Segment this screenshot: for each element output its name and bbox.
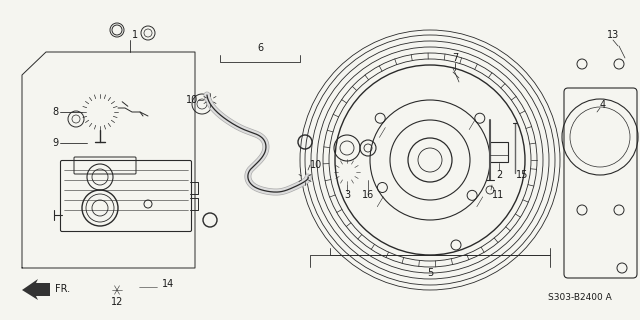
Text: 13: 13 bbox=[607, 30, 619, 40]
Text: 12: 12 bbox=[111, 297, 123, 307]
Polygon shape bbox=[22, 279, 50, 300]
Text: 15: 15 bbox=[516, 170, 529, 180]
Bar bbox=[490, 142, 508, 162]
Text: 16: 16 bbox=[362, 190, 374, 200]
Text: 3: 3 bbox=[344, 190, 350, 200]
Text: 6: 6 bbox=[257, 43, 263, 53]
Text: S303-B2400 A: S303-B2400 A bbox=[548, 293, 612, 302]
Text: 2: 2 bbox=[496, 170, 502, 180]
Text: 11: 11 bbox=[492, 190, 504, 200]
Text: 10: 10 bbox=[310, 160, 323, 170]
Text: 9: 9 bbox=[52, 138, 58, 148]
Text: FR.: FR. bbox=[55, 284, 70, 294]
Text: 5: 5 bbox=[427, 268, 433, 278]
Text: 7: 7 bbox=[452, 53, 458, 63]
Text: 1: 1 bbox=[132, 30, 138, 40]
Text: 10: 10 bbox=[186, 95, 198, 105]
Text: 14: 14 bbox=[162, 279, 174, 289]
Text: 8: 8 bbox=[52, 107, 58, 117]
Text: 4: 4 bbox=[600, 100, 606, 110]
